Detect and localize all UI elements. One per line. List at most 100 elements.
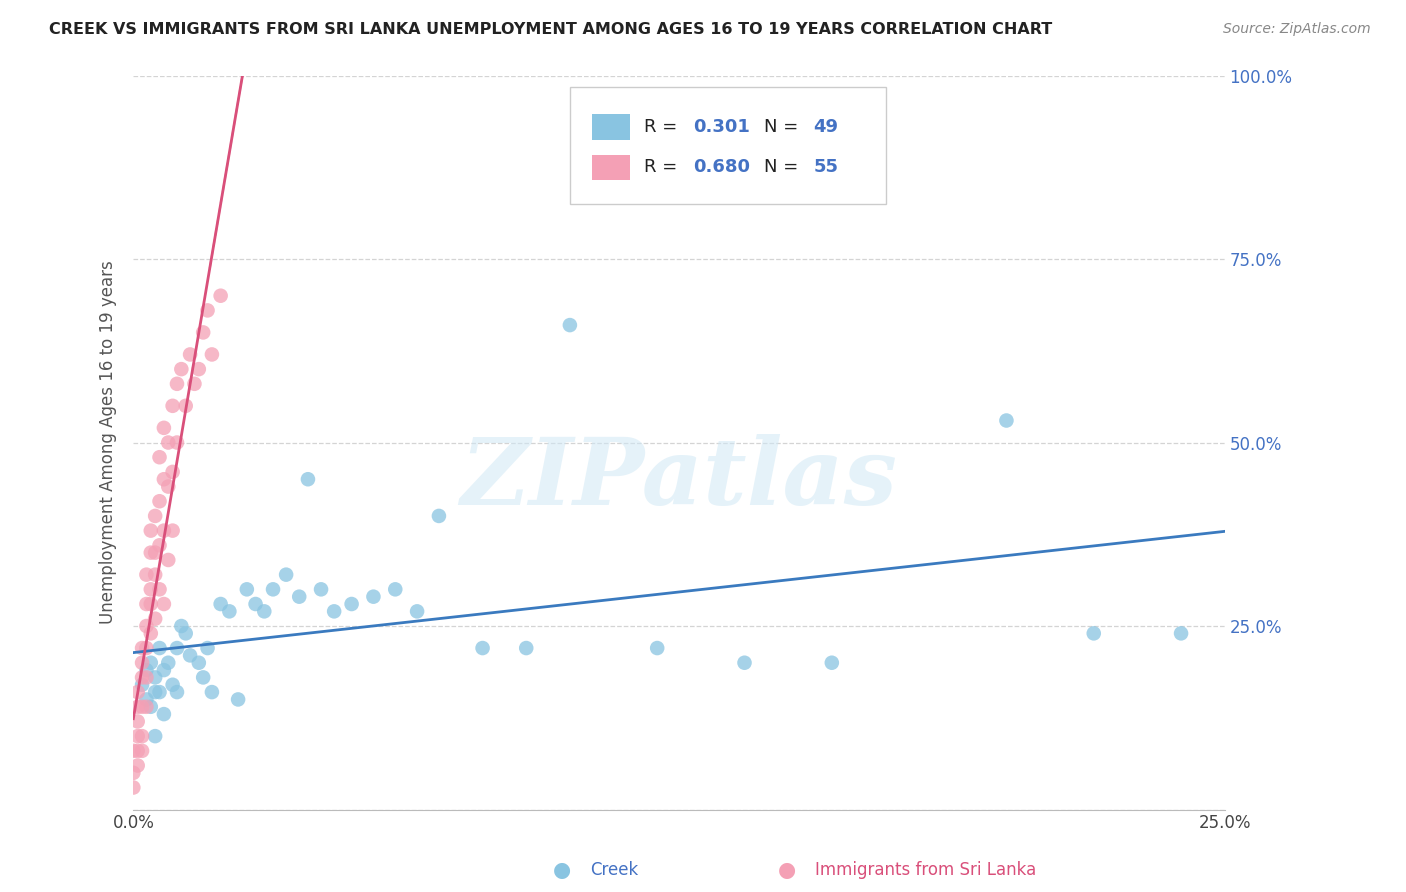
Point bbox=[201, 347, 224, 361]
Point bbox=[170, 619, 193, 633]
Point bbox=[139, 626, 162, 640]
Point bbox=[193, 326, 215, 340]
Point bbox=[131, 699, 153, 714]
Point bbox=[122, 765, 145, 780]
Point bbox=[166, 685, 188, 699]
Point bbox=[201, 685, 224, 699]
Text: N =: N = bbox=[763, 118, 804, 136]
Point bbox=[226, 692, 249, 706]
Point bbox=[218, 604, 240, 618]
Point bbox=[148, 641, 170, 656]
Text: CREEK VS IMMIGRANTS FROM SRI LANKA UNEMPLOYMENT AMONG AGES 16 TO 19 YEARS CORREL: CREEK VS IMMIGRANTS FROM SRI LANKA UNEMP… bbox=[49, 22, 1053, 37]
Text: 0.301: 0.301 bbox=[693, 118, 749, 136]
Point bbox=[122, 780, 145, 795]
Point bbox=[179, 347, 201, 361]
Point bbox=[135, 670, 157, 684]
Point bbox=[131, 744, 153, 758]
Point bbox=[515, 641, 537, 656]
Point bbox=[209, 289, 232, 303]
Point bbox=[187, 656, 209, 670]
Text: ●: ● bbox=[554, 860, 571, 880]
Point bbox=[153, 421, 176, 435]
Point bbox=[148, 685, 170, 699]
Text: Creek: Creek bbox=[591, 861, 638, 879]
Point bbox=[174, 399, 197, 413]
Point bbox=[166, 435, 188, 450]
Point bbox=[143, 685, 166, 699]
Point bbox=[288, 590, 311, 604]
Point bbox=[193, 670, 215, 684]
Point bbox=[127, 744, 149, 758]
Point bbox=[139, 597, 162, 611]
Point bbox=[127, 699, 149, 714]
Point bbox=[162, 399, 184, 413]
Point bbox=[297, 472, 319, 486]
Point bbox=[127, 685, 149, 699]
Point bbox=[153, 524, 176, 538]
Point bbox=[148, 582, 170, 597]
Point bbox=[1170, 626, 1192, 640]
Point bbox=[236, 582, 259, 597]
Point bbox=[131, 729, 153, 743]
Point bbox=[384, 582, 406, 597]
Point bbox=[131, 670, 153, 684]
Point bbox=[135, 699, 157, 714]
Text: N =: N = bbox=[763, 158, 804, 177]
Point bbox=[143, 729, 166, 743]
Point bbox=[166, 641, 188, 656]
Point bbox=[197, 641, 219, 656]
Point bbox=[135, 692, 157, 706]
Point bbox=[309, 582, 332, 597]
Point bbox=[276, 567, 298, 582]
Point bbox=[174, 626, 197, 640]
Point bbox=[143, 670, 166, 684]
Point bbox=[131, 641, 153, 656]
Point bbox=[139, 546, 162, 560]
Point bbox=[162, 678, 184, 692]
Point bbox=[135, 597, 157, 611]
Point bbox=[127, 758, 149, 772]
Point bbox=[558, 318, 581, 332]
Point bbox=[135, 663, 157, 677]
Point bbox=[131, 678, 153, 692]
Text: ZIPatlas: ZIPatlas bbox=[461, 434, 897, 524]
FancyBboxPatch shape bbox=[592, 155, 630, 180]
Point bbox=[262, 582, 284, 597]
Point bbox=[170, 362, 193, 376]
Point bbox=[139, 699, 162, 714]
Point bbox=[143, 546, 166, 560]
Point bbox=[148, 494, 170, 508]
Point bbox=[406, 604, 429, 618]
Point bbox=[340, 597, 363, 611]
Text: 0.680: 0.680 bbox=[693, 158, 751, 177]
Point bbox=[122, 744, 145, 758]
Point bbox=[157, 435, 180, 450]
Point bbox=[427, 508, 450, 523]
Point bbox=[131, 656, 153, 670]
Y-axis label: Unemployment Among Ages 16 to 19 years: Unemployment Among Ages 16 to 19 years bbox=[100, 260, 117, 624]
Point bbox=[139, 582, 162, 597]
Point bbox=[245, 597, 267, 611]
Text: Immigrants from Sri Lanka: Immigrants from Sri Lanka bbox=[815, 861, 1036, 879]
Point bbox=[143, 567, 166, 582]
Point bbox=[139, 524, 162, 538]
Point bbox=[209, 597, 232, 611]
Text: 55: 55 bbox=[813, 158, 838, 177]
Point bbox=[1083, 626, 1105, 640]
Point bbox=[157, 553, 180, 567]
Point bbox=[179, 648, 201, 663]
Point bbox=[127, 714, 149, 729]
Point bbox=[471, 641, 494, 656]
Point bbox=[148, 450, 170, 465]
Text: 49: 49 bbox=[813, 118, 838, 136]
Point bbox=[148, 538, 170, 552]
Point bbox=[153, 597, 176, 611]
Point bbox=[253, 604, 276, 618]
Point bbox=[153, 472, 176, 486]
Point bbox=[143, 508, 166, 523]
Point bbox=[183, 376, 205, 391]
Text: ●: ● bbox=[779, 860, 796, 880]
Point bbox=[153, 663, 176, 677]
Point bbox=[153, 707, 176, 722]
Point bbox=[821, 656, 844, 670]
